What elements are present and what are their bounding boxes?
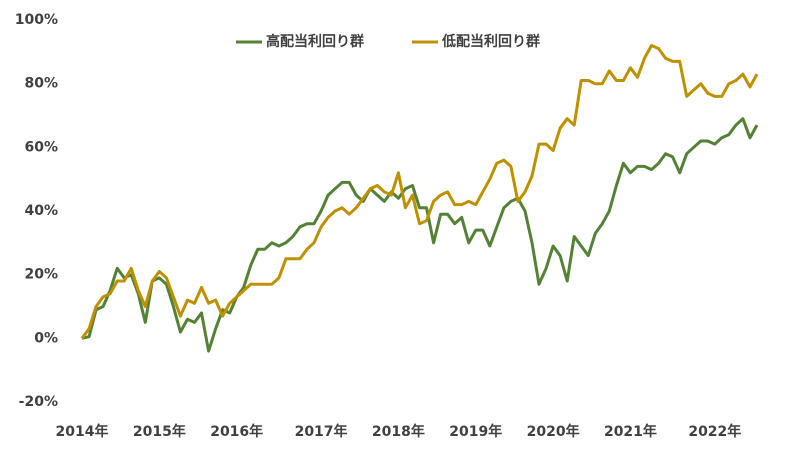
y-tick-label: 80% xyxy=(24,76,58,92)
x-tick-label: 2022年 xyxy=(688,423,741,440)
legend-label: 高配当利回り群 xyxy=(266,33,364,50)
x-tick-label: 2017年 xyxy=(295,423,348,440)
y-tick-label: 100% xyxy=(15,12,58,28)
x-tick-label: 2019年 xyxy=(449,423,502,440)
x-tick-label: 2020年 xyxy=(527,423,580,440)
series-line xyxy=(80,44,759,340)
x-tick-label: 2016年 xyxy=(210,423,263,440)
y-tick-label: 0% xyxy=(34,330,58,346)
legend-label: 低配当利回り群 xyxy=(441,33,540,50)
series-line xyxy=(81,117,759,353)
x-tick-label: 2014年 xyxy=(56,423,109,440)
x-tick-label: 2015年 xyxy=(133,423,186,440)
y-tick-label: -20% xyxy=(19,394,58,410)
y-tick-label: 20% xyxy=(24,267,58,283)
y-tick-label: 40% xyxy=(24,203,58,219)
x-tick-label: 2021年 xyxy=(604,423,657,440)
x-tick-label: 2018年 xyxy=(372,423,425,440)
y-tick-label: 60% xyxy=(24,139,58,155)
